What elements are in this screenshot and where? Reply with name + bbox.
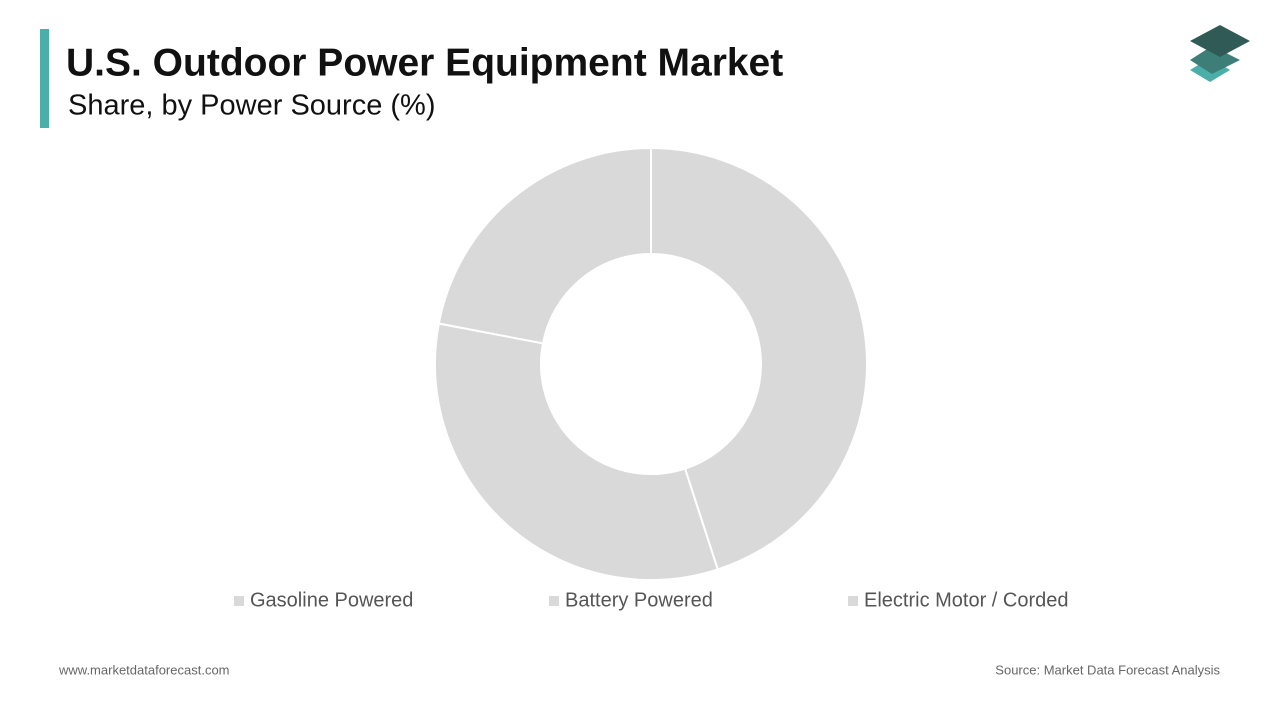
legend-marker — [549, 596, 559, 606]
legend-label: Gasoline Powered — [250, 589, 413, 611]
logo — [1190, 25, 1250, 82]
legend-label: Electric Motor / Corded — [864, 589, 1069, 611]
donut-slice — [650, 146, 868, 571]
title-accent — [40, 29, 49, 128]
legend: Gasoline Powered Battery Powered Electric … — [234, 589, 1069, 611]
donut-slice — [434, 322, 720, 581]
chart-title: U.S. Outdoor Power Equipment Market — [66, 41, 783, 84]
chart-subtitle: Share, by Power Source (%) — [68, 90, 435, 122]
source: Source: Market Data Forecast Analysis — [995, 662, 1220, 677]
legend-marker — [234, 596, 244, 606]
donut-slice — [437, 146, 652, 345]
website: www.marketdataforecast.com — [58, 662, 230, 677]
donut — [434, 146, 868, 581]
legend-label: Battery Powered — [565, 589, 713, 611]
legend-marker — [848, 596, 858, 606]
